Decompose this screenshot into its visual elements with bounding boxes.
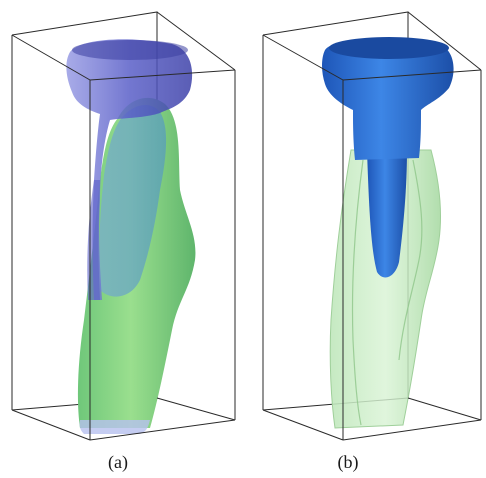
overlap-region — [99, 105, 167, 297]
panel-a — [0, 0, 243, 450]
panel-a-label: (a) — [108, 452, 128, 472]
implant-side-strip — [87, 180, 100, 300]
panel-b-label: (b) — [337, 452, 359, 472]
bone-shape — [329, 149, 442, 429]
implant-top-rim — [329, 37, 449, 59]
implant-top-rim — [72, 40, 188, 60]
panel-b — [243, 0, 486, 450]
bounding-box-front — [262, 11, 482, 441]
bounding-box-front — [11, 11, 236, 441]
implant-crown — [322, 37, 454, 160]
bone-contour-left — [351, 159, 364, 426]
bone-contour-right — [398, 159, 423, 361]
bone-base — [79, 420, 150, 434]
panel-a-render — [11, 11, 236, 441]
implant-screw — [367, 150, 407, 278]
panel-b-render — [262, 11, 482, 441]
